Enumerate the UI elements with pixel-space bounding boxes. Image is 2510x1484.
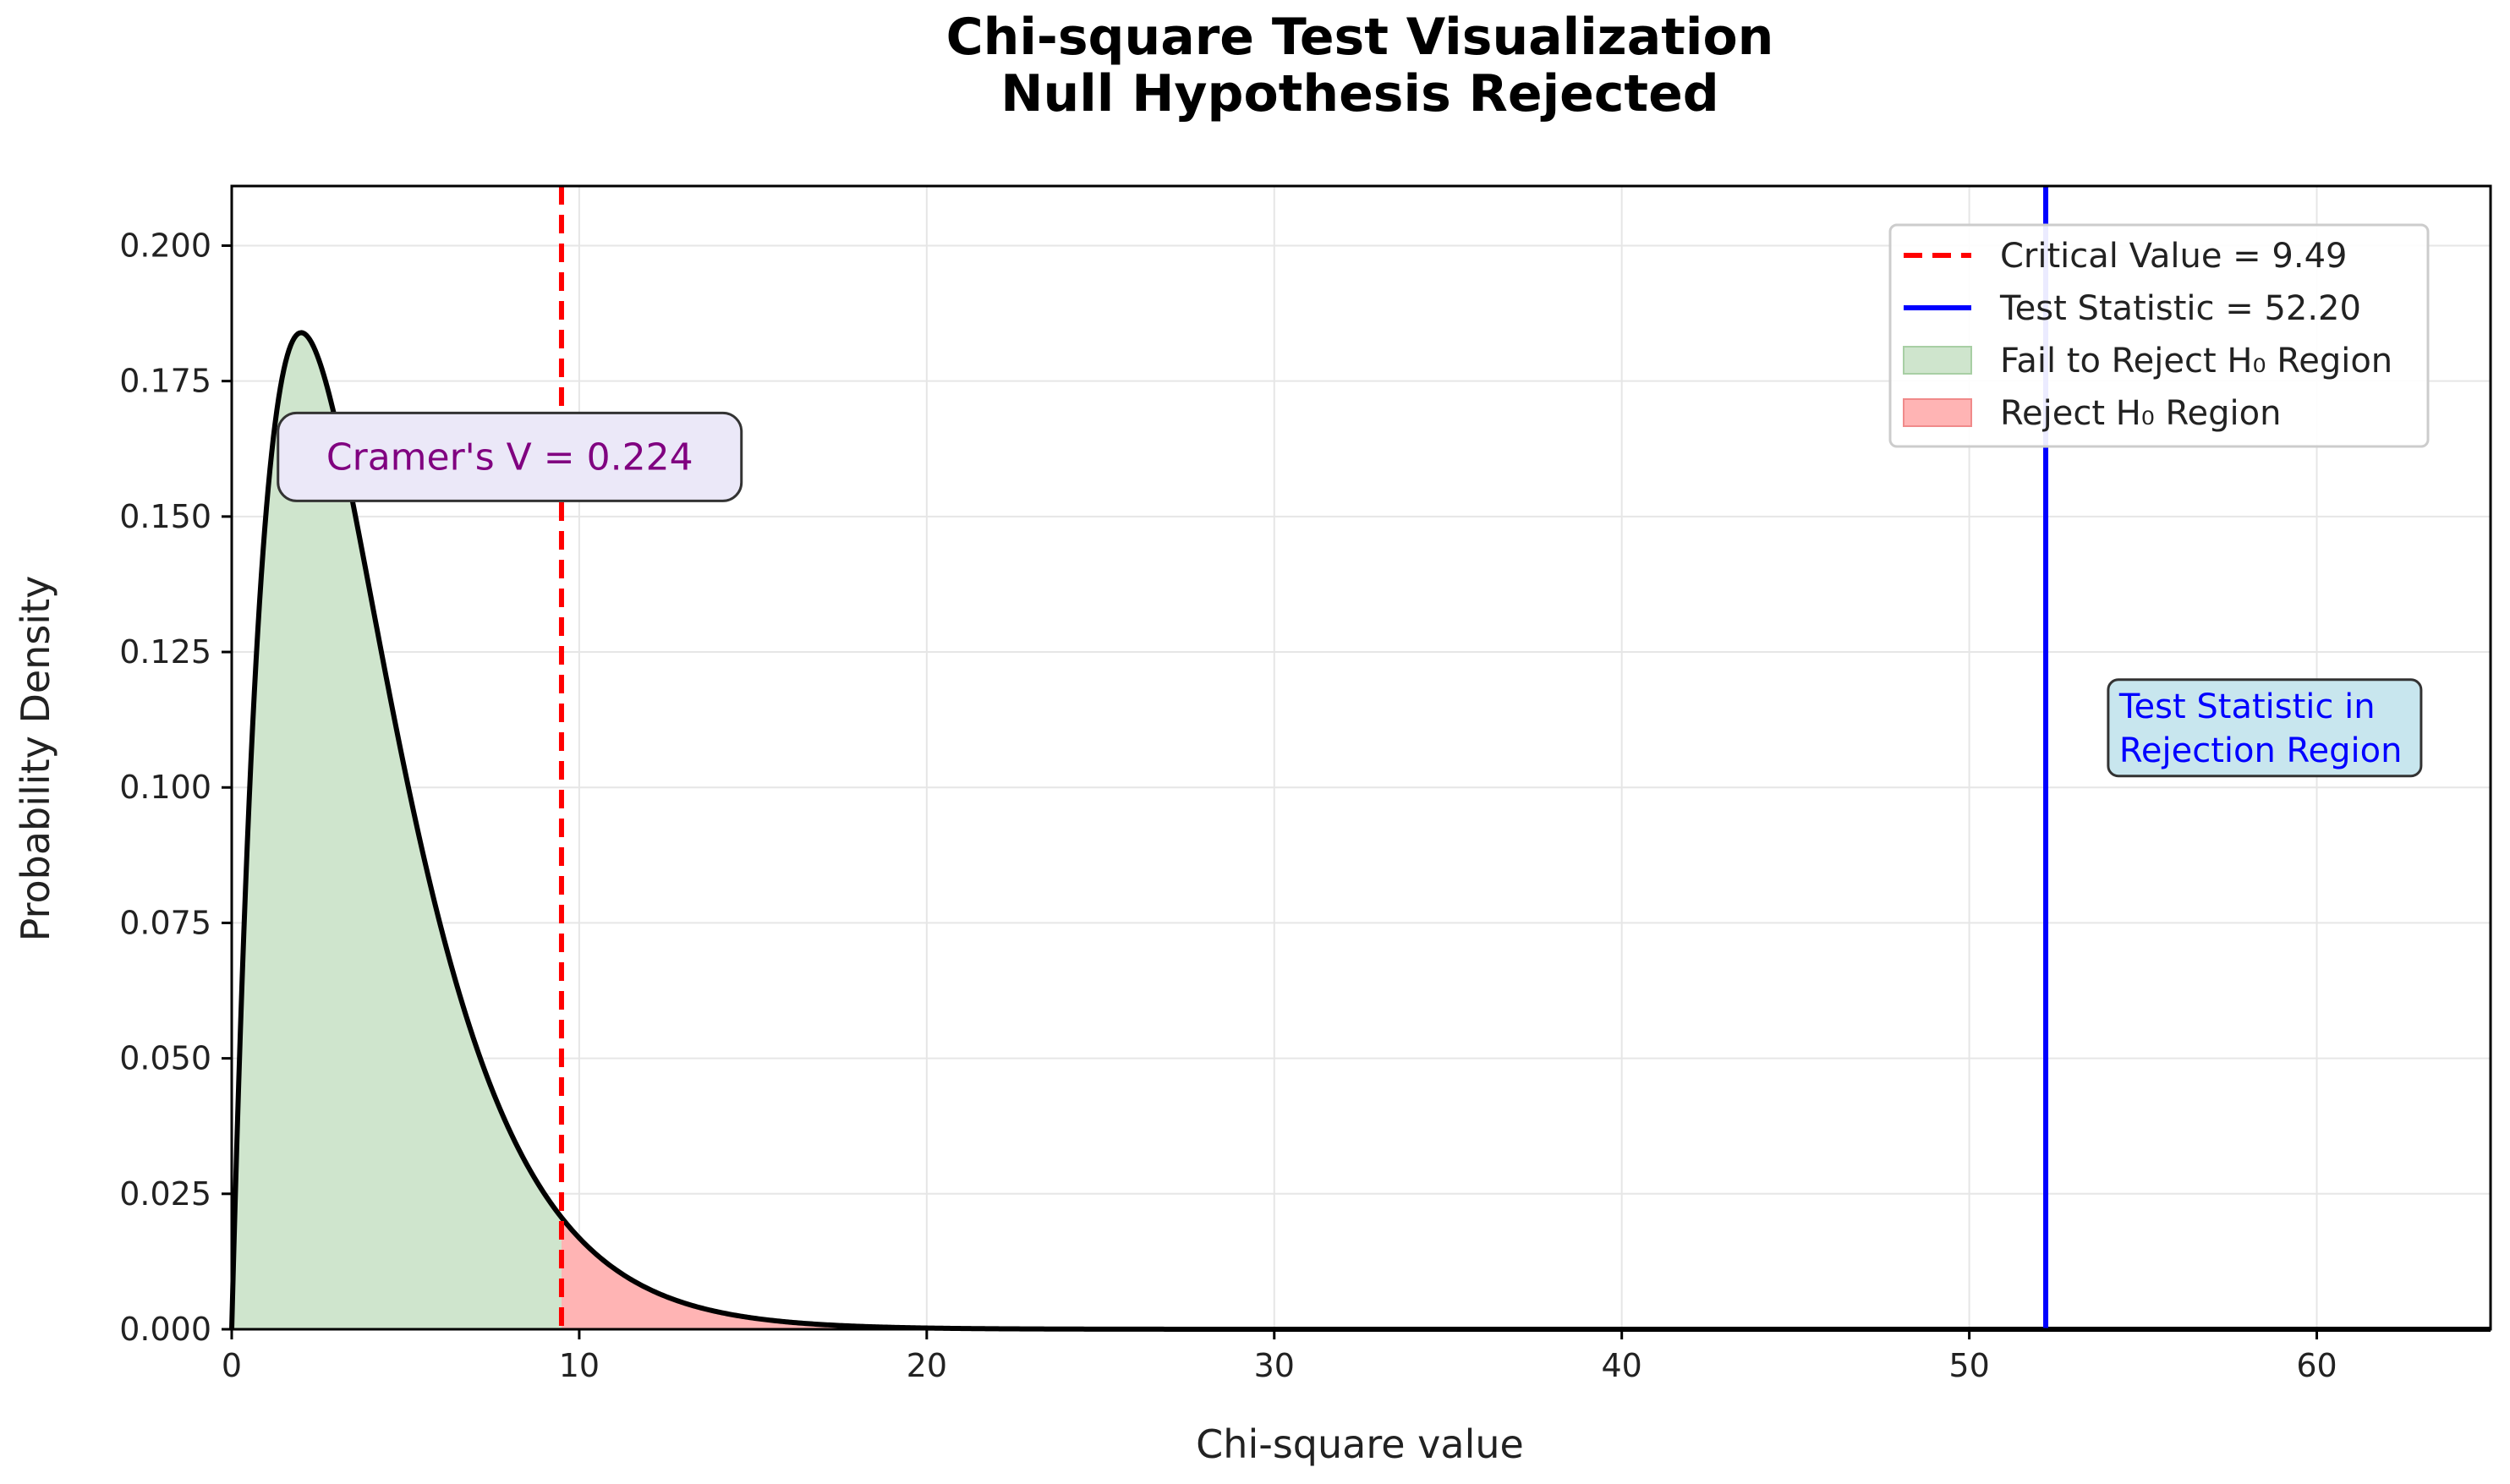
- y-tick-label: 0.100: [119, 769, 211, 806]
- legend-box: [1888, 223, 2430, 448]
- chart-subtitle: Null Hypothesis Rejected: [1000, 64, 1718, 123]
- rejection-note-line: Test Statistic in: [2118, 687, 2376, 726]
- annotations: Cramer's V = 0.224 Test Statistic in Rejec…: [277, 411, 2423, 778]
- y-tick-label: 0.050: [119, 1040, 211, 1077]
- cramers-v-label: Cramer's V = 0.224: [326, 435, 693, 479]
- legend-label: Critical Value = 9.49: [2000, 237, 2347, 276]
- legend-handle-patch: [1903, 398, 1972, 427]
- x-tick-label: 20: [907, 1347, 947, 1384]
- legend-label: Test Statistic = 52.20: [1999, 289, 2361, 328]
- y-tick-label: 0.150: [119, 498, 211, 535]
- axis-ticks: 0 10 20 30 40 50 60 0.000 0.025 0.050 0.075 0.100 0.…: [119, 227, 2337, 1384]
- legend-label: Reject H₀ Region: [2000, 394, 2281, 433]
- x-tick-label: 40: [1602, 1347, 1642, 1384]
- legend-handle-patch: [1903, 346, 1972, 375]
- area-reject: [561, 1217, 2491, 1329]
- x-axis-label: Chi-square value: [1196, 1421, 1524, 1467]
- chart-title: Chi-square Test Visualization: [946, 8, 1774, 67]
- x-tick-label: 60: [2296, 1347, 2337, 1384]
- y-tick-label: 0.200: [119, 227, 211, 264]
- y-tick-label: 0.025: [119, 1175, 211, 1213]
- y-tick-label: 0.000: [119, 1311, 211, 1348]
- y-tick-label: 0.075: [119, 904, 211, 941]
- cramers-v-box: [277, 411, 743, 502]
- y-axis-label: Probability Density: [13, 576, 58, 942]
- rejection-note-box: [2107, 678, 2423, 778]
- x-tick-label: 30: [1254, 1347, 1295, 1384]
- legend: Critical Value = 9.49 Test Statistic = 52…: [1888, 223, 2430, 448]
- legend-label: Fail to Reject H₀ Region: [2000, 342, 2392, 381]
- reference-lines: [558, 186, 2049, 1329]
- plot-frame: [230, 184, 2492, 1331]
- area-fail-to-reject: [232, 332, 562, 1329]
- x-tick-label: 10: [559, 1347, 600, 1384]
- y-tick-label: 0.125: [119, 633, 211, 671]
- x-tick-label: 50: [1948, 1347, 1989, 1384]
- density-areas: [232, 332, 2491, 1329]
- x-tick-label: 0: [222, 1347, 242, 1384]
- rejection-note-line: Rejection Region: [2119, 731, 2403, 770]
- y-tick-label: 0.175: [119, 363, 211, 400]
